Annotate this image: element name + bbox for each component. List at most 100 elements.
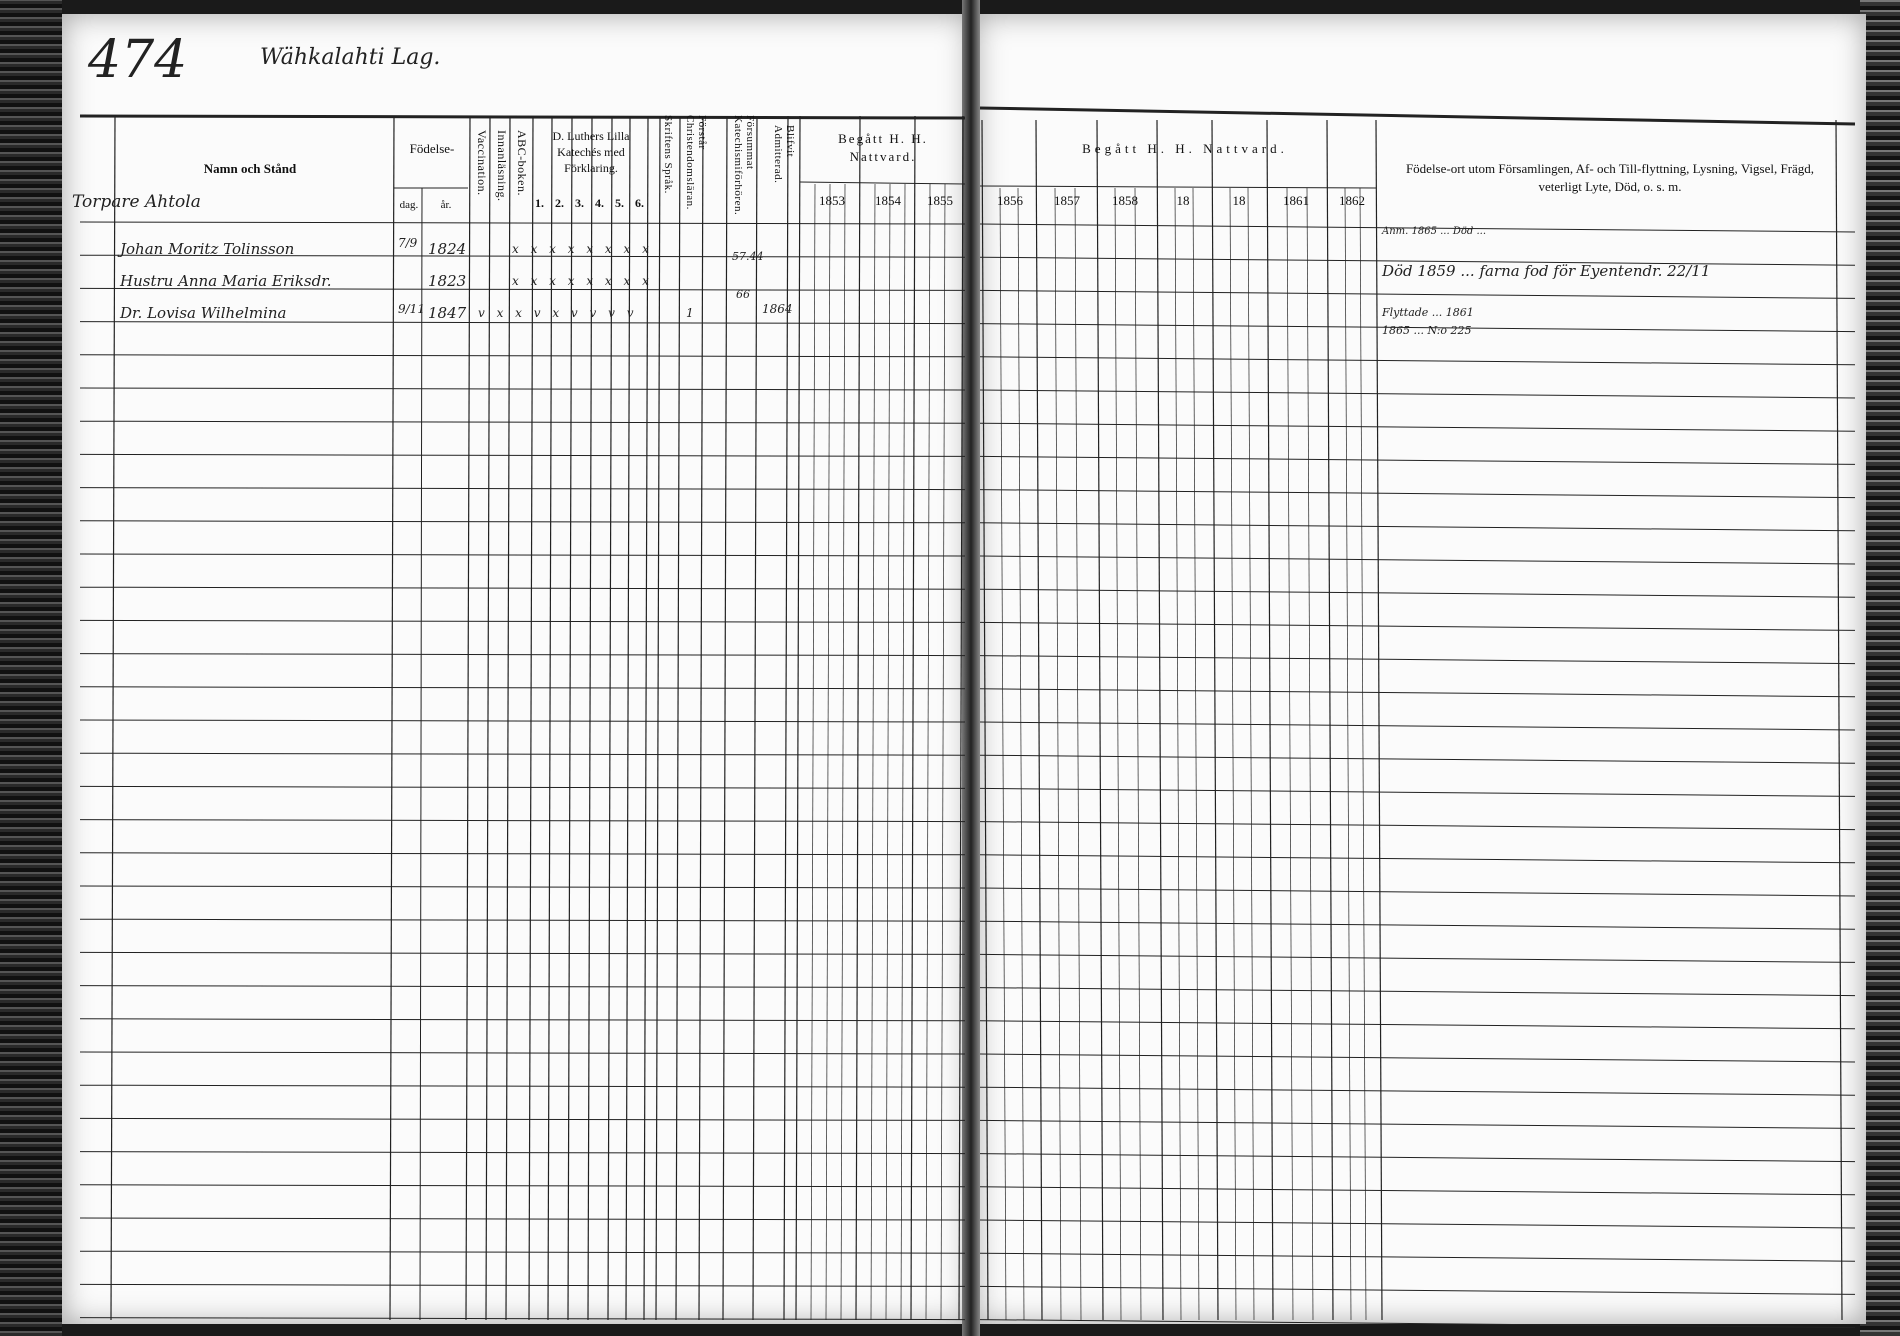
- header-rule: [979, 106, 1856, 126]
- row-rule: [79, 819, 966, 823]
- row-rule: [79, 321, 966, 325]
- row-rule: [979, 1153, 1856, 1163]
- column-subrule: [925, 183, 931, 1321]
- row-rule: [979, 422, 1856, 432]
- row-rule: [79, 420, 966, 424]
- year-header: 1857: [1054, 193, 1080, 208]
- row-rule: [979, 1020, 1856, 1030]
- row-year: 1823: [428, 272, 467, 290]
- row-rule: [79, 1018, 966, 1022]
- luther-part: 4.: [595, 196, 604, 210]
- left-page: [62, 14, 970, 1324]
- household-heading: Torpare Ahtola: [72, 192, 201, 212]
- row-marks: x x x x x x x x: [512, 274, 653, 288]
- column-rule: [505, 115, 511, 1321]
- row-rule: [979, 754, 1856, 764]
- row-rule: [979, 621, 1856, 631]
- header-forstar: Förstår Christendomsläran.: [684, 115, 708, 210]
- column-subrule: [900, 183, 906, 1321]
- column-subrule: [1344, 187, 1352, 1321]
- row-rule: [979, 953, 1856, 963]
- row-rule: [79, 1084, 966, 1088]
- column-subrule: [825, 183, 831, 1321]
- column-subrule: [1306, 187, 1314, 1321]
- row-rule: [79, 1051, 966, 1055]
- row-rule: [79, 487, 966, 491]
- column-subrule: [1174, 187, 1182, 1321]
- luther-part: 2.: [555, 196, 564, 210]
- row-rule: [979, 787, 1856, 797]
- row-rule: [79, 619, 966, 623]
- header-abc-boken: ABC-boken.: [515, 130, 529, 196]
- year-header: 1854: [875, 193, 901, 208]
- row-note: 57.44: [732, 250, 764, 263]
- column-subrule: [1054, 187, 1062, 1321]
- page-number: 474: [88, 30, 188, 90]
- row-rule: [979, 821, 1856, 831]
- row-rule: [979, 688, 1856, 698]
- column-subrule: [1229, 187, 1237, 1321]
- luther-part: 5.: [615, 196, 624, 210]
- header-day: dag.: [399, 199, 419, 211]
- row-admitted: 1864: [762, 302, 793, 316]
- place-heading: Wähkalahti Lag.: [260, 45, 441, 70]
- row-rule: [79, 553, 966, 557]
- row-rule: [979, 356, 1856, 366]
- row-rule: [979, 1252, 1856, 1262]
- row-rule: [79, 852, 966, 856]
- row-rule: [979, 1053, 1856, 1063]
- scan-border-right: [1860, 0, 1900, 1336]
- column-rule: [419, 187, 423, 1321]
- luther-parts: 1. 2. 3. 4. 5. 6.: [535, 196, 660, 211]
- column-rule: [607, 115, 613, 1321]
- remark-line: Död 1859 ... farna fod för Eyentendr. 22…: [1382, 262, 1711, 280]
- column-subrule: [940, 183, 946, 1321]
- column-rule: [1375, 119, 1383, 1321]
- scan-border-left: [0, 0, 62, 1336]
- column-subrule: [885, 183, 891, 1321]
- row-rule: [79, 918, 966, 922]
- column-rule: [698, 115, 704, 1321]
- column-rule: [1326, 119, 1334, 1321]
- row-note: 1: [686, 306, 694, 320]
- column-rule: [910, 115, 916, 1321]
- luther-part: 3.: [575, 196, 584, 210]
- column-rule: [547, 115, 553, 1321]
- column-subrule: [999, 187, 1007, 1321]
- row-rule: [979, 987, 1856, 997]
- row-rule: [979, 256, 1856, 266]
- column-subrule: [840, 183, 846, 1321]
- row-rule: [79, 1217, 966, 1221]
- row-rule: [79, 586, 966, 590]
- header-remarks: Födelse-ort utom Församlingen, Af- och T…: [1405, 161, 1815, 194]
- column-rule: [1266, 119, 1274, 1321]
- row-rule: [979, 1186, 1856, 1196]
- column-subrule: [1192, 187, 1200, 1321]
- column-rule: [1035, 119, 1043, 1321]
- column-rule: [110, 115, 116, 1321]
- column-rule: [1096, 119, 1104, 1321]
- column-rule: [465, 115, 471, 1321]
- row-rule: [979, 1219, 1856, 1229]
- row-rule: [979, 223, 1856, 233]
- row-rule: [979, 655, 1856, 665]
- row-rule: [79, 1184, 966, 1188]
- row-rule: [79, 453, 966, 457]
- header-forsummat: Försummat Katechismiförhören.: [732, 115, 756, 216]
- column-rule: [752, 115, 758, 1321]
- column-subrule: [1074, 187, 1082, 1321]
- row-rule: [979, 1119, 1856, 1129]
- row-rule: [979, 455, 1856, 465]
- header-rule: [79, 114, 966, 120]
- remark-line: 1865 ... N:o 225: [1382, 324, 1472, 337]
- book-gutter: [962, 0, 980, 1336]
- column-rule: [655, 115, 661, 1321]
- year-header: 18: [1232, 193, 1246, 208]
- row-name: Johan Moritz Tolinsson: [120, 240, 295, 258]
- header-begatt-left: Begått H. H. Nattvard.: [838, 131, 928, 164]
- header-name: Namn och Stånd: [203, 161, 297, 176]
- row-rule: [79, 985, 966, 989]
- row-rule: [79, 287, 966, 291]
- row-rule: [979, 588, 1856, 598]
- row-year: 1847: [428, 304, 467, 322]
